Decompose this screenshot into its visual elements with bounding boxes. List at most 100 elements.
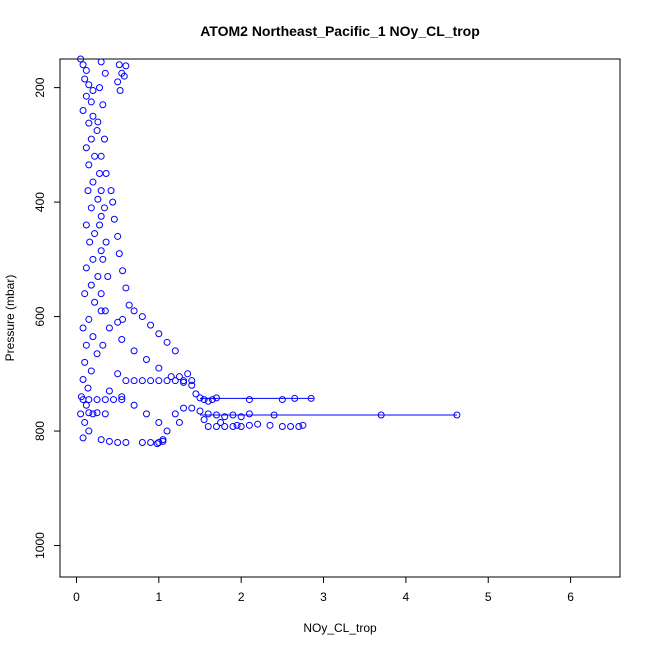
data-point bbox=[299, 421, 307, 429]
data-point bbox=[167, 373, 175, 381]
data-point bbox=[237, 413, 245, 421]
data-point bbox=[85, 396, 93, 404]
data-point bbox=[212, 411, 220, 419]
data-point bbox=[119, 315, 127, 323]
data-point bbox=[110, 396, 118, 404]
chart-title: ATOM2 Northeast_Pacific_1 NOy_CL_trop bbox=[200, 23, 480, 39]
data-point bbox=[204, 422, 212, 430]
y-tick-label: 400 bbox=[33, 192, 47, 212]
data-point bbox=[87, 98, 95, 106]
data-point bbox=[163, 377, 171, 385]
data-point bbox=[159, 437, 167, 445]
data-point bbox=[97, 187, 105, 195]
data-point bbox=[93, 350, 101, 358]
data-point bbox=[155, 330, 163, 338]
data-point bbox=[125, 301, 133, 309]
data-point bbox=[155, 364, 163, 372]
data-point bbox=[99, 341, 107, 349]
data-point bbox=[101, 396, 109, 404]
data-point bbox=[85, 409, 93, 417]
data-point bbox=[188, 404, 196, 412]
data-point bbox=[97, 290, 105, 298]
data-point bbox=[87, 204, 95, 212]
data-point bbox=[229, 411, 237, 419]
data-point bbox=[101, 307, 109, 315]
data-point bbox=[138, 377, 146, 385]
x-tick-label: 6 bbox=[567, 590, 574, 604]
data-point bbox=[96, 221, 104, 229]
data-point bbox=[278, 396, 286, 404]
data-point bbox=[97, 247, 105, 255]
data-point bbox=[82, 401, 90, 409]
y-tick-label: 200 bbox=[33, 77, 47, 97]
data-point bbox=[79, 376, 87, 384]
data-point bbox=[122, 284, 130, 292]
data-point bbox=[291, 394, 299, 402]
data-point bbox=[114, 78, 122, 86]
data-point bbox=[79, 61, 87, 69]
y-axis: 200 400 600 800 1000 bbox=[33, 77, 61, 559]
data-point bbox=[171, 347, 179, 355]
data-point bbox=[118, 396, 126, 404]
data-point bbox=[89, 86, 97, 94]
data-point bbox=[118, 335, 126, 343]
data-point bbox=[79, 434, 87, 442]
data-point bbox=[171, 377, 179, 385]
data-point bbox=[221, 422, 229, 430]
data-point bbox=[196, 407, 204, 415]
data-point bbox=[119, 267, 127, 275]
data-point bbox=[107, 187, 115, 195]
data-point bbox=[89, 178, 97, 186]
data-point bbox=[85, 427, 93, 435]
data-point bbox=[208, 396, 216, 404]
data-point bbox=[155, 418, 163, 426]
data-point bbox=[102, 169, 110, 177]
data-point bbox=[200, 396, 208, 404]
data-point bbox=[79, 324, 87, 332]
data-point bbox=[114, 370, 122, 378]
data-point bbox=[89, 333, 97, 341]
y-tick-label: 1000 bbox=[33, 532, 47, 559]
data-point bbox=[114, 438, 122, 446]
data-point bbox=[204, 410, 212, 418]
data-point bbox=[212, 394, 220, 402]
data-point bbox=[163, 338, 171, 346]
x-tick-label: 3 bbox=[320, 590, 327, 604]
data-point bbox=[184, 370, 192, 378]
data-point bbox=[122, 62, 130, 70]
data-point bbox=[97, 436, 105, 444]
data-point bbox=[142, 355, 150, 363]
data-point bbox=[153, 440, 161, 448]
data-point bbox=[237, 422, 245, 430]
x-axis: 0 1 2 3 4 5 6 bbox=[73, 576, 574, 604]
x-tick-label: 4 bbox=[403, 590, 410, 604]
data-point bbox=[85, 315, 93, 323]
data-point bbox=[91, 298, 99, 306]
data-point bbox=[93, 409, 101, 417]
data-point bbox=[192, 390, 200, 398]
data-point bbox=[377, 411, 385, 419]
data-point bbox=[217, 418, 225, 426]
data-point bbox=[147, 377, 155, 385]
data-point bbox=[130, 401, 138, 409]
data-point bbox=[100, 204, 108, 212]
data-point bbox=[94, 118, 102, 126]
data-point bbox=[89, 255, 97, 263]
data-point bbox=[84, 384, 92, 392]
data-point bbox=[200, 416, 208, 424]
data-point bbox=[163, 427, 171, 435]
data-point bbox=[115, 61, 123, 69]
data-point bbox=[89, 112, 97, 120]
data-point bbox=[82, 92, 90, 100]
data-point bbox=[94, 273, 102, 281]
data-point bbox=[79, 107, 87, 115]
data-point bbox=[91, 230, 99, 238]
data-point bbox=[97, 152, 105, 160]
data-point bbox=[116, 86, 124, 94]
data-point bbox=[114, 232, 122, 240]
data-point bbox=[229, 422, 237, 430]
data-point bbox=[101, 410, 109, 418]
data-point bbox=[82, 66, 90, 74]
data-point bbox=[93, 127, 101, 135]
data-point bbox=[295, 422, 303, 430]
